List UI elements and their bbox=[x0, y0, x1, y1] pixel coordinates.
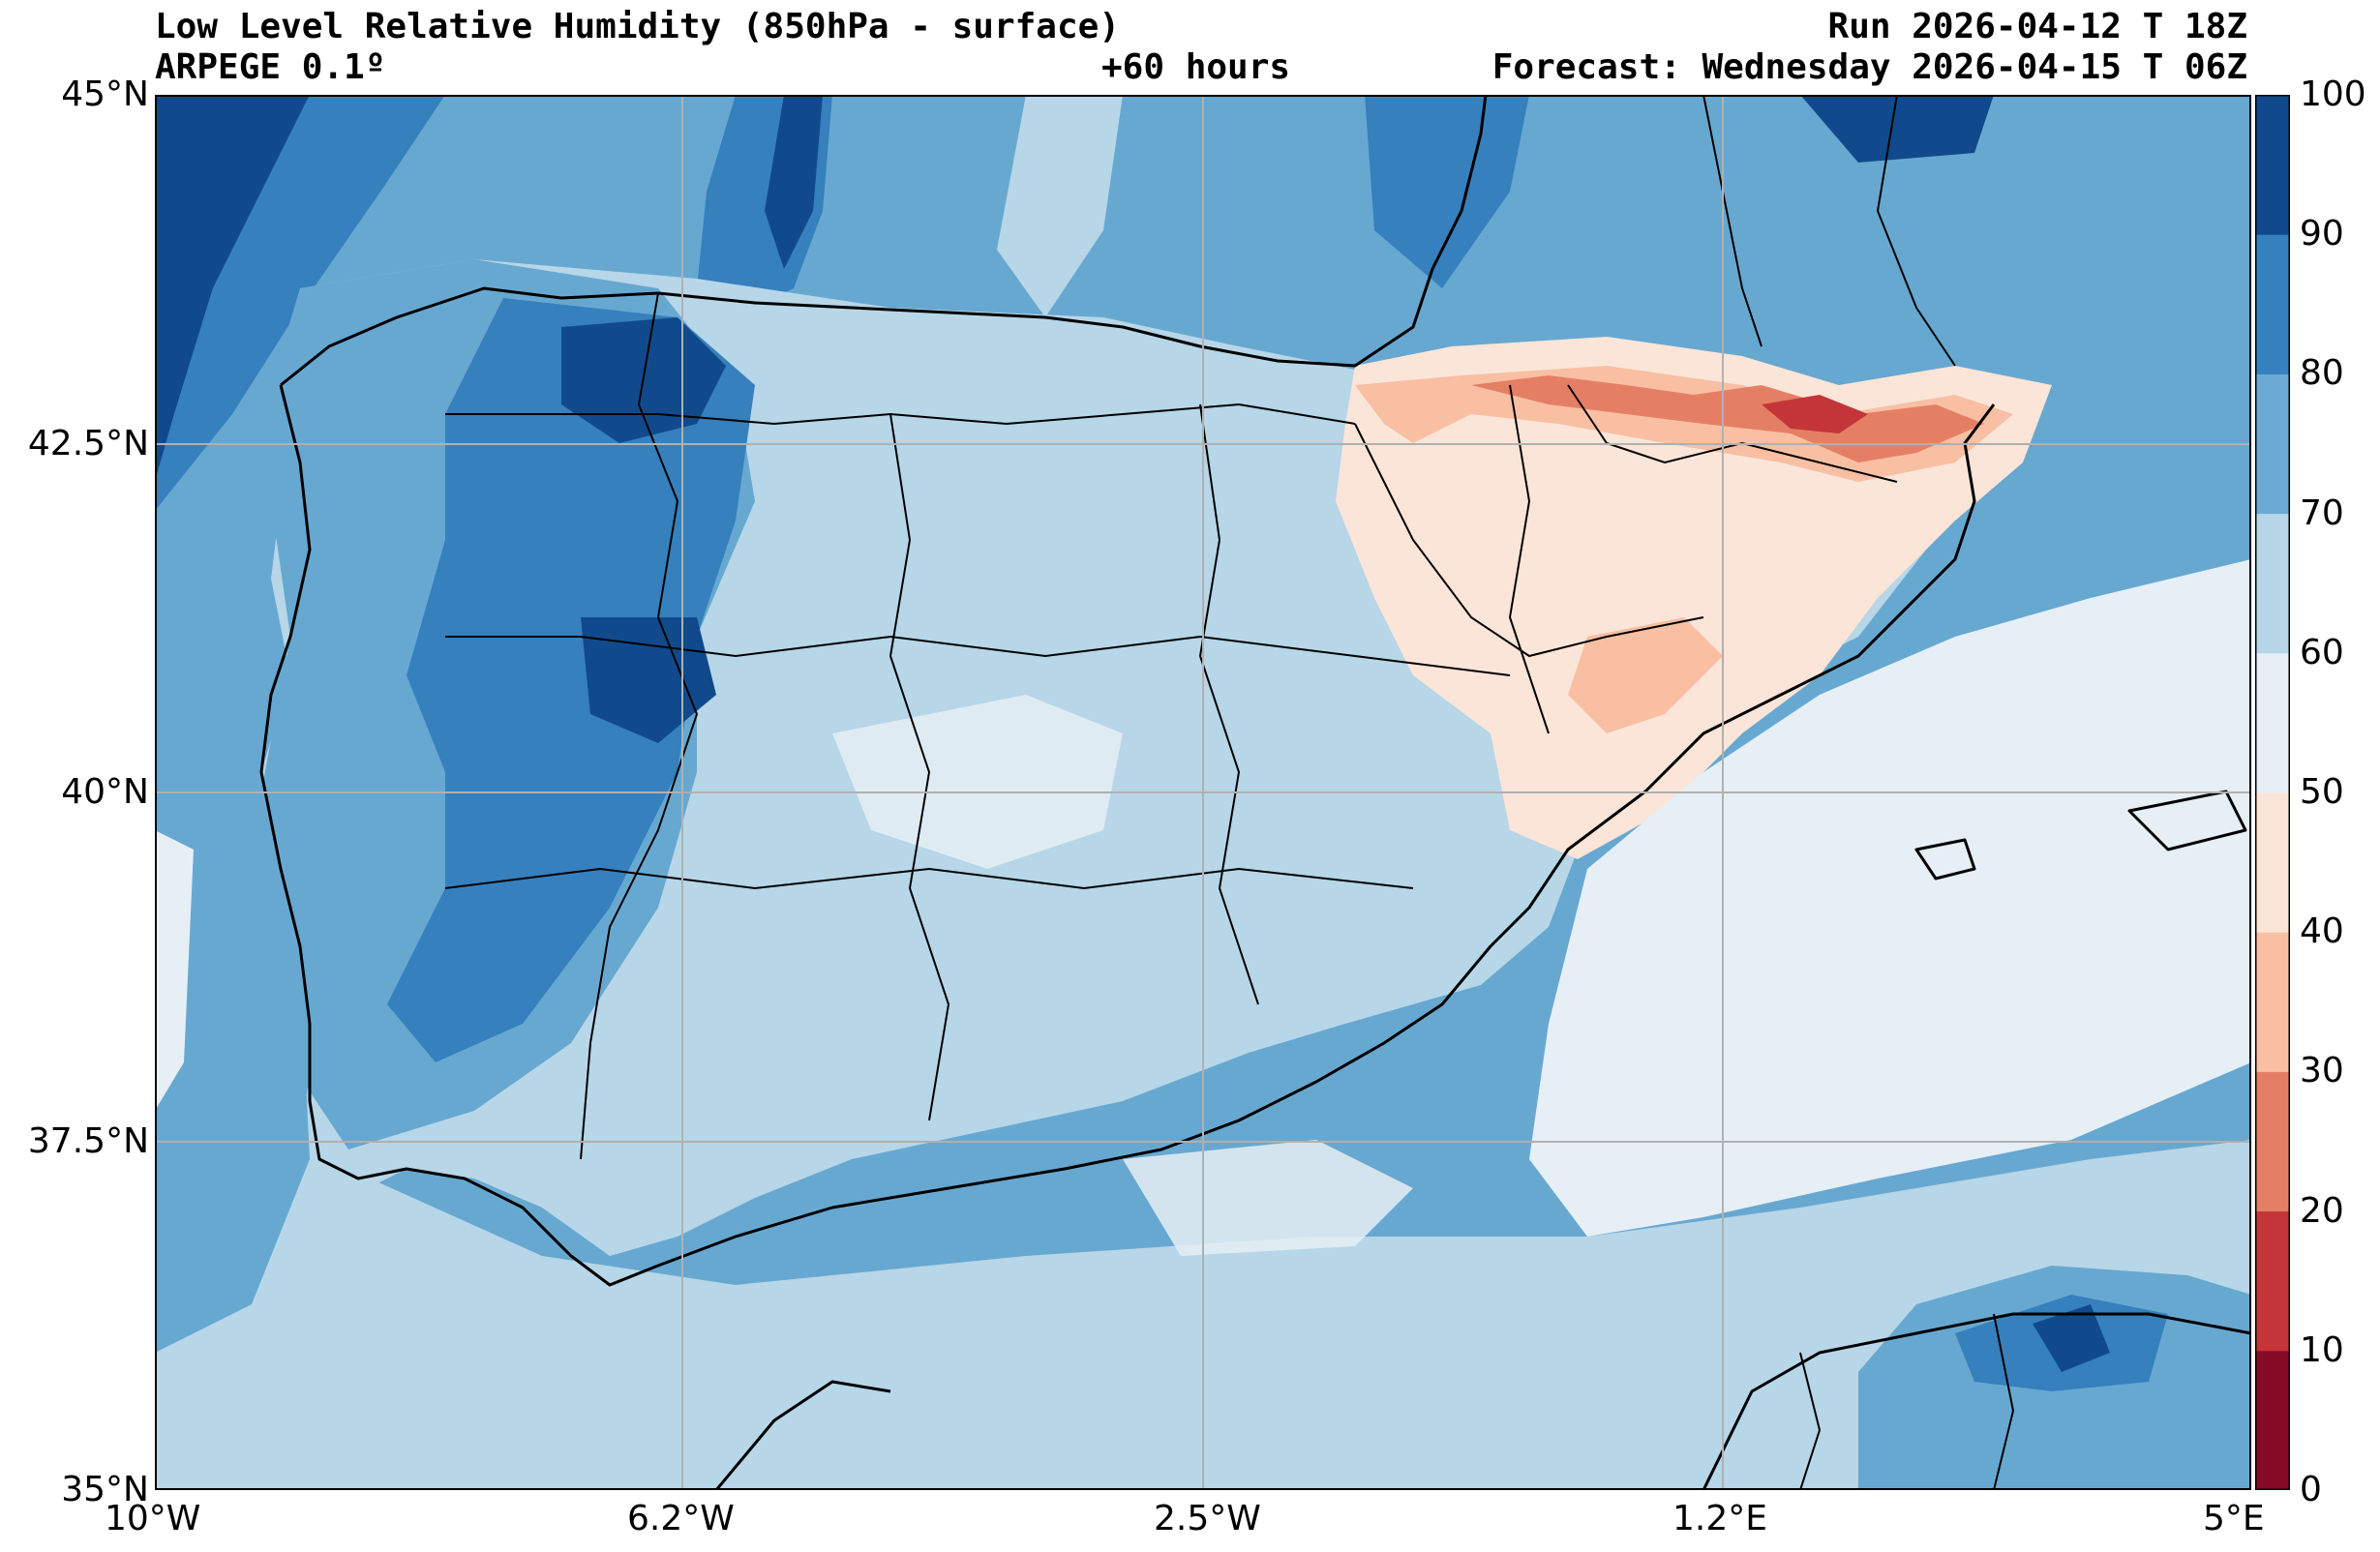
lon-label: 1.2°E bbox=[1672, 1499, 1767, 1538]
lat-label: 45°N bbox=[61, 75, 149, 114]
rh-zone-90-100 bbox=[155, 95, 310, 482]
lon-label: 10°W bbox=[105, 1499, 201, 1538]
graticule bbox=[155, 95, 2251, 1490]
rh-zone-70-80 bbox=[155, 772, 310, 1353]
rh-zone-80-90 bbox=[1365, 95, 1529, 288]
rh-zone-50-60 bbox=[1529, 559, 2251, 1237]
colorbar-tick-label: 40 bbox=[2300, 911, 2344, 952]
rh-zone-90-100 bbox=[765, 95, 823, 269]
rh-zone-90-100 bbox=[1800, 95, 1994, 163]
rh-zone-80-90 bbox=[387, 298, 755, 1062]
humidity-map bbox=[155, 95, 2251, 1490]
colorbar-segment bbox=[2255, 1350, 2290, 1490]
colorbar-segment bbox=[2255, 932, 2290, 1072]
rh-zone-60-70 bbox=[997, 95, 1123, 317]
colorbar-tick-label: 10 bbox=[2300, 1329, 2344, 1370]
rh-zone-30-40 bbox=[1568, 617, 1723, 733]
colorbar-segment bbox=[2255, 234, 2290, 374]
colorbar-tick-label: 70 bbox=[2300, 492, 2344, 533]
forecast-time-label: Forecast: Wednesday 2026-04-15 T 06Z bbox=[1491, 47, 2247, 87]
rh-zone-10-20 bbox=[1762, 395, 1868, 433]
lon-label: 5°E bbox=[2203, 1499, 2265, 1538]
coastline bbox=[259, 95, 2251, 1490]
rh-zone-50-60 bbox=[1123, 1140, 1413, 1256]
colorbar-segment bbox=[2255, 1210, 2290, 1352]
rh-zone-50-60 bbox=[832, 695, 1123, 869]
colorbar-tick-label: 20 bbox=[2300, 1190, 2344, 1231]
rh-zone-20-30 bbox=[1471, 375, 1984, 463]
colorbar bbox=[2255, 95, 2290, 1490]
run-time-label: Run 2026-04-12 T 18Z bbox=[1827, 7, 2247, 46]
lead-time-label: +60 hours bbox=[1101, 47, 1291, 87]
colorbar-tick-label: 80 bbox=[2300, 353, 2344, 394]
colorbar-segment bbox=[2255, 95, 2290, 235]
admin-borders bbox=[444, 95, 2015, 1490]
rh-zone-50-60 bbox=[155, 830, 194, 1111]
chart-title: Low Level Relative Humidity (850hPa - su… bbox=[155, 7, 1120, 46]
lon-label: 2.5°W bbox=[1154, 1499, 1261, 1538]
map-border bbox=[155, 95, 2251, 1490]
colorbar-segment bbox=[2255, 373, 2290, 515]
colorbar-segment bbox=[2255, 513, 2290, 654]
model-label: ARPEGE 0.1º bbox=[155, 47, 386, 87]
colorbar-tick-label: 90 bbox=[2300, 214, 2344, 254]
colorbar-segment bbox=[2255, 652, 2290, 793]
colorbar-tick-label: 0 bbox=[2300, 1470, 2322, 1509]
colorbar-tick-label: 60 bbox=[2300, 632, 2344, 672]
rh-zone-90-100 bbox=[2033, 1304, 2110, 1372]
lat-label: 40°N bbox=[61, 772, 149, 812]
colorbar-tick-label: 100 bbox=[2300, 75, 2366, 114]
colorbar-tick-label: 50 bbox=[2300, 772, 2344, 812]
lat-label: 37.5°N bbox=[27, 1121, 149, 1161]
lon-label: 6.2°W bbox=[627, 1499, 735, 1538]
lat-label: 42.5°N bbox=[27, 424, 149, 463]
colorbar-tick-label: 30 bbox=[2300, 1051, 2344, 1091]
lat-label: 35°N bbox=[61, 1470, 149, 1509]
colorbar-segment bbox=[2255, 792, 2290, 933]
colorbar-segment bbox=[2255, 1071, 2290, 1212]
